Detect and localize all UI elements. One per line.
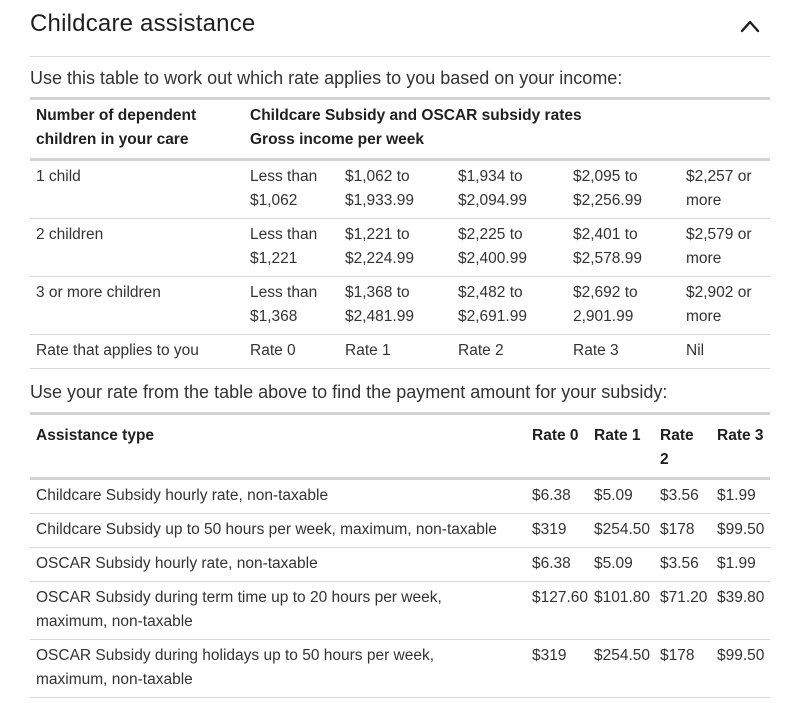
chevron-up-icon[interactable] <box>740 19 760 33</box>
rate-cell: Rate 1 <box>345 342 391 359</box>
table-row: 3 or more children Less than $1,368 $1,368 … <box>30 277 770 335</box>
table-cell: $1,934 to $2,094.99 <box>458 168 527 209</box>
table-cell: $2,482 to $2,691.99 <box>458 284 527 325</box>
amount-cell: $178 <box>660 647 695 664</box>
row-label: 3 or more children <box>36 284 161 301</box>
table-cell: $2,902 or more <box>686 284 752 325</box>
amount-cell: $101.80 <box>594 589 651 606</box>
table2-intro: Use your rate from the table above to fi… <box>30 382 668 402</box>
table-row: OSCAR Subsidy during holidays up to 50 h… <box>30 640 770 698</box>
table-cell: $1,062 to $1,933.99 <box>345 168 414 209</box>
amount-cell: $178 <box>660 521 695 538</box>
amount-cell: $6.38 <box>532 487 571 504</box>
amount-cell: $319 <box>532 521 567 538</box>
row-label: Rate that applies to you <box>36 342 199 359</box>
table-cell: $1,221 to $2,224.99 <box>345 226 414 267</box>
rate-cell: Nil <box>686 342 705 359</box>
table-header-row: Assistance type Rate 0 Rate 1 Rate 2 Rat… <box>30 413 770 479</box>
table-cell: Less than $1,368 <box>250 284 318 325</box>
rate-cell: Rate 2 <box>458 342 504 359</box>
amount-cell: $6.38 <box>532 555 571 572</box>
amount-cell: $71.20 <box>660 589 708 606</box>
table-row: OSCAR Subsidy during term time up to 20 … <box>30 582 770 640</box>
rate-cell: Rate 3 <box>573 342 619 359</box>
row-label: 2 children <box>36 226 104 243</box>
amount-cell: $5.09 <box>594 487 633 504</box>
assistance-type: Childcare Subsidy up to 50 hours per wee… <box>36 521 497 538</box>
amount-cell: $5.09 <box>594 555 633 572</box>
amount-cell: $254.50 <box>594 647 651 664</box>
amount-cell: $99.50 <box>717 521 765 538</box>
table-cell: $2,692 to 2,901.99 <box>573 284 638 325</box>
amount-cell: $39.80 <box>717 589 765 606</box>
header-rate-1: Rate 1 <box>594 427 641 444</box>
header-assistance-type: Assistance type <box>36 427 155 444</box>
table-cell: Less than $1,062 <box>250 168 318 209</box>
payment-amount-table: Assistance type Rate 0 Rate 1 Rate 2 Rat… <box>30 412 770 698</box>
header-rate-3: Rate 3 <box>717 427 764 444</box>
table1-intro: Use this table to work out which rate ap… <box>30 68 623 88</box>
table-row: 2 children Less than $1,221 $1,221 to $2,224… <box>30 219 770 277</box>
header-rate-0: Rate 0 <box>532 427 579 444</box>
assistance-type: OSCAR Subsidy during holidays up to 50 h… <box>36 647 435 688</box>
table-cell: $2,579 or more <box>686 226 752 267</box>
amount-cell: $3.56 <box>660 487 699 504</box>
row-label: 1 child <box>36 168 81 185</box>
rate-cell: Rate 0 <box>250 342 296 359</box>
table-cell: $2,257 or more <box>686 168 752 209</box>
table-cell: $2,225 to $2,400.99 <box>458 226 527 267</box>
income-rate-table: Number of dependent children in your car… <box>30 97 770 369</box>
header-children: Number of dependent children in your car… <box>36 107 197 148</box>
table-cell: Less than $1,221 <box>250 226 318 267</box>
table-cell: $1,368 to $2,481.99 <box>345 284 414 325</box>
table-cell: $2,401 to $2,578.99 <box>573 226 642 267</box>
amount-cell: $1.99 <box>717 487 756 504</box>
section-header[interactable]: Childcare assistance <box>30 0 770 57</box>
assistance-type: OSCAR Subsidy hourly rate, non-taxable <box>36 555 318 572</box>
table-cell: $2,095 to $2,256.99 <box>573 168 642 209</box>
amount-cell: $1.99 <box>717 555 756 572</box>
table-row-rate: Rate that applies to you Rate 0 Rate 1 Rate… <box>30 335 770 369</box>
assistance-type: OSCAR Subsidy during term time up to 20 … <box>36 589 442 630</box>
amount-cell: $3.56 <box>660 555 699 572</box>
amount-cell: $99.50 <box>717 647 765 664</box>
header-income: Childcare Subsidy and OSCAR subsidy rate… <box>250 107 582 148</box>
table-row: 1 child Less than $1,062 $1,062 to $1,933.99… <box>30 160 770 219</box>
assistance-type: Childcare Subsidy hourly rate, non-taxab… <box>36 487 329 504</box>
header-rate-2: Rate 2 <box>660 427 694 468</box>
amount-cell: $319 <box>532 647 567 664</box>
table-row: Childcare Subsidy up to 50 hours per wee… <box>30 514 770 548</box>
table-header-row: Number of dependent children in your car… <box>30 98 770 160</box>
amount-cell: $254.50 <box>594 521 651 538</box>
table-row: Childcare Subsidy hourly rate, non-taxab… <box>30 479 770 514</box>
amount-cell: $127.60 <box>532 589 589 606</box>
table-row: OSCAR Subsidy hourly rate, non-taxable $6… <box>30 548 770 582</box>
section-title: Childcare assistance <box>30 10 256 37</box>
